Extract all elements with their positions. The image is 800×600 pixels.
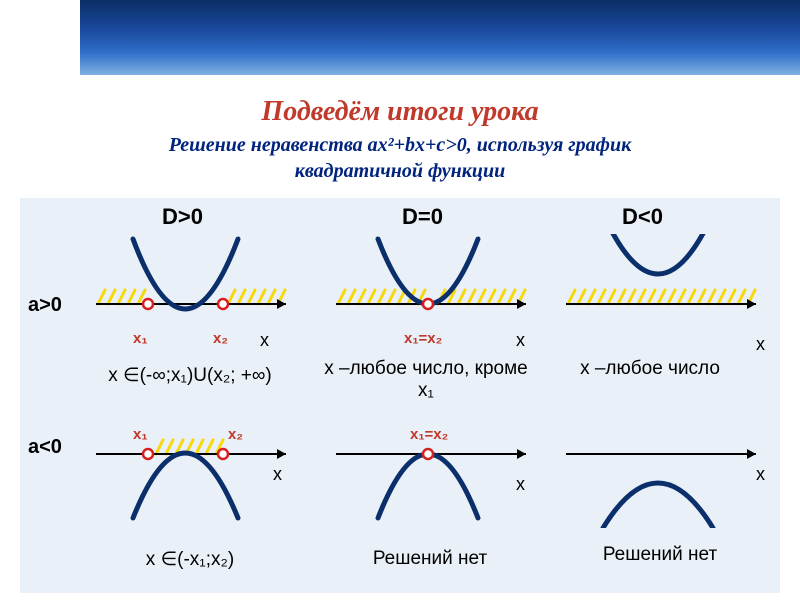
axis-label-x: х bbox=[756, 334, 765, 355]
root-label-x1: x₁ bbox=[133, 426, 148, 443]
chart-c23 bbox=[548, 418, 778, 528]
summary-panel: D>0 D=0 D<0 a>0 a<0 x₁ x₂ х x₁=x₂ х х x₁… bbox=[20, 198, 780, 593]
rowhead-a-lt: a<0 bbox=[28, 436, 62, 459]
chart-c12 bbox=[318, 234, 548, 344]
colhead-d-lt: D<0 bbox=[622, 204, 663, 230]
page-title: Подведём итоги урока bbox=[0, 96, 800, 128]
axis-label-x: х bbox=[260, 330, 269, 351]
axis-label-x: х bbox=[273, 464, 282, 485]
root-label-x1eq: x₁=x₂ bbox=[404, 330, 442, 347]
root-label-x2: x₂ bbox=[213, 330, 228, 347]
root-label-x1eq: x₁=x₂ bbox=[410, 426, 448, 443]
subtitle-line1: Решение неравенства ax²+bx+c>0, использу… bbox=[169, 134, 632, 156]
axis-label-x: х bbox=[516, 474, 525, 495]
header-band bbox=[80, 0, 800, 75]
cell-a-lt-d-lt: х bbox=[548, 418, 778, 528]
chart-c13 bbox=[548, 234, 778, 344]
caption-c22: Решений нет bbox=[320, 548, 540, 570]
caption-c23: Решений нет bbox=[550, 544, 770, 566]
axis-label-x: х bbox=[756, 464, 765, 485]
caption-c12: x –любое число, кроме x₁ bbox=[316, 358, 536, 402]
cell-a-lt-d-eq: x₁=x₂ х bbox=[318, 418, 548, 528]
colhead-d-eq: D=0 bbox=[402, 204, 443, 230]
rowhead-a-gt: a>0 bbox=[28, 294, 62, 317]
page-subtitle: Решение неравенства ax²+bx+c>0, использу… bbox=[0, 132, 800, 184]
axis-label-x: х bbox=[516, 330, 525, 351]
root-label-x1: x₁ bbox=[133, 330, 148, 347]
caption-c13: x –любое число bbox=[540, 358, 760, 380]
cell-a-gt-d-gt: x₁ x₂ х bbox=[78, 234, 308, 344]
cell-a-gt-d-eq: x₁=x₂ х bbox=[318, 234, 548, 344]
cell-a-gt-d-lt: х bbox=[548, 234, 778, 344]
root-label-x2: x₂ bbox=[228, 426, 243, 443]
cell-a-lt-d-gt: x₁ x₂ х bbox=[78, 418, 308, 528]
caption-c21: x ∈(-x₁;x₂) bbox=[80, 548, 300, 571]
colhead-d-gt: D>0 bbox=[162, 204, 203, 230]
chart-c11 bbox=[78, 234, 308, 344]
subtitle-line2: квадратичной функции bbox=[295, 160, 506, 182]
caption-c11: x ∈(-∞;x₁)U(x₂; +∞) bbox=[70, 364, 310, 387]
